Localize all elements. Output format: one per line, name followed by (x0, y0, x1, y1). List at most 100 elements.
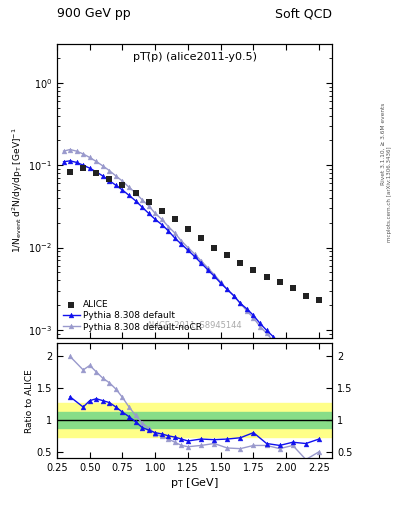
Pythia 8.308 default (160, 222, 164, 228)
Line: Pythia 8.308 default-noCR: Pythia 8.308 default-noCR (61, 147, 321, 394)
Legend: ALICE, Pythia 8.308 default, Pythia 8.308 default-noCR: ALICE, Pythia 8.308 default, Pythia 8.30… (61, 298, 204, 333)
Pythia 8.308 default (258, 321, 263, 327)
Pythia 8.308 default (317, 381, 321, 387)
Pythia 8.308 default-noCR (219, 279, 223, 285)
ALICE (198, 234, 204, 242)
ALICE (132, 189, 139, 197)
Pythia 8.308 default (120, 187, 125, 193)
Pythia 8.308 default-noCR (146, 203, 151, 209)
Pythia 8.308 default-noCR (185, 245, 190, 251)
Pythia 8.308 default-noCR (140, 197, 145, 203)
Pythia 8.308 default (225, 286, 230, 292)
Pythia 8.308 default-noCR (87, 155, 92, 161)
Pythia 8.308 default (244, 306, 249, 312)
X-axis label: p$_{\mathregular{T}}$ [GeV]: p$_{\mathregular{T}}$ [GeV] (170, 476, 219, 490)
Pythia 8.308 default-noCR (310, 381, 315, 387)
Pythia 8.308 default (68, 158, 72, 164)
Pythia 8.308 default (74, 159, 79, 165)
Pythia 8.308 default (94, 169, 99, 175)
ALICE (80, 164, 86, 172)
Pythia 8.308 default-noCR (120, 178, 125, 184)
Pythia 8.308 default-noCR (166, 223, 171, 229)
Text: Soft QCD: Soft QCD (275, 8, 332, 20)
Pythia 8.308 default-noCR (251, 315, 256, 321)
Pythia 8.308 default (310, 375, 315, 381)
Pythia 8.308 default-noCR (81, 151, 86, 157)
Pythia 8.308 default-noCR (231, 293, 236, 299)
Pythia 8.308 default-noCR (74, 148, 79, 154)
Pythia 8.308 default-noCR (114, 173, 118, 179)
Text: pT(̄p) (alice2011-y0.5): pT(̄p) (alice2011-y0.5) (132, 52, 257, 62)
Pythia 8.308 default-noCR (225, 286, 230, 292)
Pythia 8.308 default-noCR (212, 271, 217, 278)
Pythia 8.308 default (212, 273, 217, 279)
Pythia 8.308 default-noCR (94, 158, 99, 164)
Text: Rivet 3.1.10, ≥ 3.6M events: Rivet 3.1.10, ≥ 3.6M events (381, 102, 386, 184)
Text: 900 GeV pp: 900 GeV pp (57, 8, 130, 20)
ALICE (119, 181, 126, 189)
Pythia 8.308 default-noCR (101, 163, 105, 169)
Pythia 8.308 default-noCR (297, 367, 302, 373)
Pythia 8.308 default-noCR (192, 251, 197, 257)
Pythia 8.308 default (303, 368, 308, 374)
Pythia 8.308 default (251, 312, 256, 318)
Pythia 8.308 default-noCR (264, 330, 269, 336)
ALICE (224, 250, 230, 259)
ALICE (263, 273, 270, 281)
Pythia 8.308 default (81, 162, 86, 168)
ALICE (172, 215, 178, 223)
Pythia 8.308 default (185, 247, 190, 253)
Pythia 8.308 default (127, 193, 131, 199)
Pythia 8.308 default-noCR (173, 230, 177, 236)
ALICE (303, 292, 309, 300)
Pythia 8.308 default (277, 340, 282, 346)
ALICE (277, 278, 283, 286)
ALICE (316, 296, 322, 304)
Pythia 8.308 default-noCR (277, 345, 282, 351)
Pythia 8.308 default-noCR (271, 337, 275, 344)
ALICE (237, 259, 244, 267)
Pythia 8.308 default-noCR (238, 301, 243, 307)
Pythia 8.308 default-noCR (68, 146, 72, 153)
ALICE (250, 266, 257, 274)
ALICE (211, 244, 217, 252)
Pythia 8.308 default (166, 228, 171, 234)
Pythia 8.308 default (199, 260, 204, 266)
Text: mcplots.cern.ch [arXiv:1306.3436]: mcplots.cern.ch [arXiv:1306.3436] (387, 147, 391, 242)
ALICE (185, 224, 191, 232)
ALICE (290, 284, 296, 292)
Pythia 8.308 default (271, 333, 275, 339)
Pythia 8.308 default-noCR (61, 148, 66, 154)
Pythia 8.308 default (146, 210, 151, 217)
Pythia 8.308 default-noCR (290, 359, 295, 366)
ALICE (145, 198, 152, 206)
Pythia 8.308 default-noCR (199, 258, 204, 264)
Pythia 8.308 default (205, 267, 210, 273)
Pythia 8.308 default (87, 165, 92, 171)
Pythia 8.308 default (173, 235, 177, 241)
Pythia 8.308 default (284, 347, 288, 353)
Pythia 8.308 default (297, 360, 302, 367)
Pythia 8.308 default-noCR (284, 352, 288, 358)
Pythia 8.308 default (219, 280, 223, 286)
Y-axis label: 1/N$_{\mathregular{event}}$ d$^2$N/dy/dp$_{\mathregular{T}}$ [GeV]$^{-1}$: 1/N$_{\mathregular{event}}$ d$^2$N/dy/dp… (11, 128, 26, 253)
ALICE (93, 169, 99, 177)
Pythia 8.308 default (140, 204, 145, 210)
Pythia 8.308 default (61, 159, 66, 165)
Pythia 8.308 default-noCR (107, 167, 112, 174)
Pythia 8.308 default (179, 241, 184, 247)
ALICE (159, 207, 165, 215)
Pythia 8.308 default (114, 182, 118, 188)
Pythia 8.308 default-noCR (303, 374, 308, 380)
Pythia 8.308 default-noCR (133, 190, 138, 196)
Pythia 8.308 default (133, 198, 138, 204)
Pythia 8.308 default (290, 354, 295, 360)
Pythia 8.308 default-noCR (127, 184, 131, 190)
Line: Pythia 8.308 default: Pythia 8.308 default (61, 158, 321, 387)
Pythia 8.308 default (264, 327, 269, 333)
Pythia 8.308 default (153, 216, 158, 222)
Pythia 8.308 default (101, 173, 105, 179)
ALICE (67, 168, 73, 176)
Pythia 8.308 default-noCR (205, 265, 210, 271)
ALICE (106, 175, 112, 183)
